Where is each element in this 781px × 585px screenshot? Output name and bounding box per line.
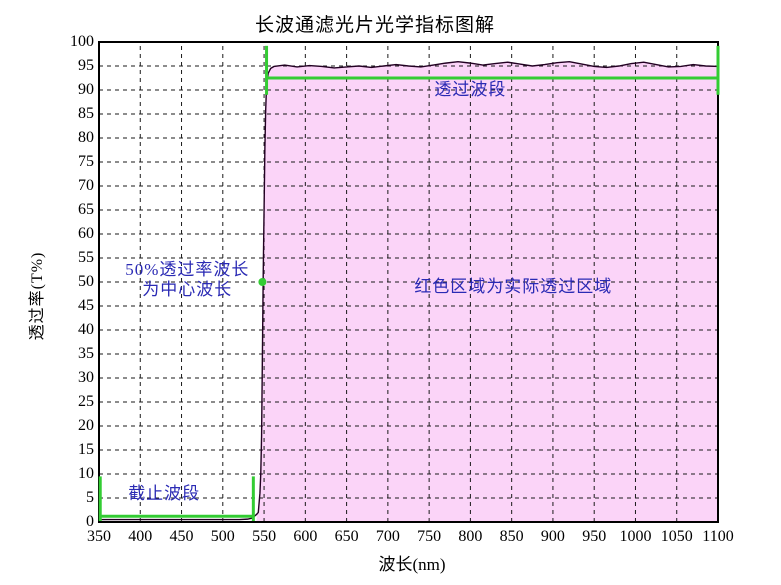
y-tick-label: 75 <box>78 153 94 170</box>
pass-region-fill <box>256 61 718 523</box>
pass-region-label: 红色区域为实际透过区域 <box>414 276 613 296</box>
y-tick-label: 35 <box>78 345 94 362</box>
y-tick-label: 15 <box>78 441 94 458</box>
x-tick-label: 850 <box>499 528 524 545</box>
x-tick-label: 950 <box>582 528 607 545</box>
transmission-band-label: 透过波段 <box>434 80 507 99</box>
y-tick-label: 65 <box>78 201 94 218</box>
y-tick-label: 70 <box>78 177 94 194</box>
x-tick-label: 600 <box>293 528 318 545</box>
y-tick-label: 10 <box>78 465 94 482</box>
x-tick-label: 500 <box>210 528 235 545</box>
y-tick-label: 40 <box>78 321 94 338</box>
x-tick-label: 800 <box>458 528 483 545</box>
y-tick-label: 5 <box>86 489 94 506</box>
x-tick-label: 350 <box>87 528 111 545</box>
y-tick-label: 45 <box>78 297 94 314</box>
cutoff-band-label: 截止波段 <box>128 484 201 504</box>
y-axis-title: 透过率(T%) <box>29 251 46 341</box>
x-tick-label: 450 <box>169 528 194 545</box>
y-tick-label: 95 <box>78 57 94 74</box>
x-tick-label: 550 <box>252 528 277 545</box>
x-tick-label: 900 <box>540 528 565 545</box>
y-tick-label: 50 <box>78 273 94 290</box>
x-tick-label: 1000 <box>619 528 652 545</box>
center-wavelength-label: 50%透过率波长 为中心波长 <box>125 259 250 299</box>
y-tick-label: 25 <box>78 393 94 410</box>
x-tick-label: 700 <box>375 528 400 545</box>
y-tick-label: 80 <box>78 129 94 146</box>
x-tick-label: 750 <box>417 528 442 545</box>
y-tick-label: 0 <box>86 513 94 530</box>
y-tick-label: 85 <box>78 105 94 122</box>
y-tick-label: 30 <box>78 369 94 386</box>
x-tick-label: 1050 <box>660 528 693 545</box>
x-tick-label: 400 <box>128 528 153 545</box>
y-tick-label: 90 <box>78 81 94 98</box>
plot-frame <box>98 41 719 523</box>
x-tick-label: 650 <box>334 528 359 545</box>
y-tick-label: 100 <box>70 33 94 50</box>
half-transmittance-marker <box>258 278 267 286</box>
y-tick-label: 20 <box>78 417 94 434</box>
y-tick-label: 55 <box>78 249 94 266</box>
y-tick-label: 60 <box>78 225 94 242</box>
x-axis-title: 波长(nm) <box>378 555 446 574</box>
chart-title: 长波通滤光片光学指标图解 <box>254 15 495 36</box>
x-tick-label: 1100 <box>702 528 734 545</box>
transmittance-curve <box>99 60 719 521</box>
